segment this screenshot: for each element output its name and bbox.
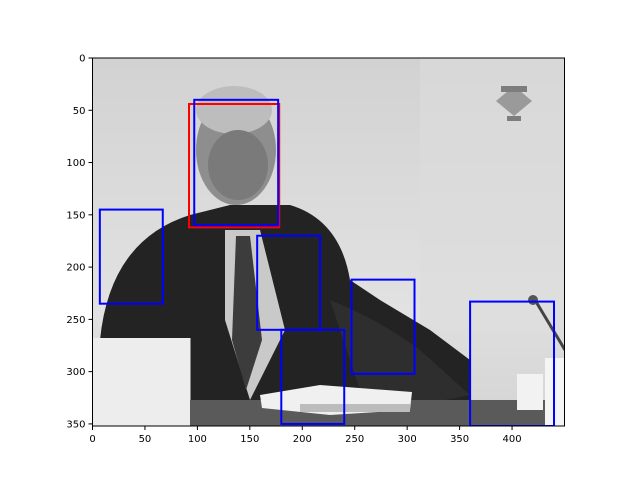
bounding-boxes: [98, 98, 556, 426]
photo-image: [92, 58, 565, 426]
y-tick-label-6: 300: [66, 367, 85, 378]
x-tick-label-7: 350: [450, 434, 469, 445]
bounding-box-1: [193, 98, 280, 227]
x-tick-label-6: 300: [398, 434, 417, 445]
y-tick-label-0: 0: [79, 54, 85, 65]
x-tick-label-2: 100: [188, 434, 207, 445]
x-tick-label-1: 50: [139, 434, 152, 445]
bounding-box-0: [187, 103, 281, 229]
x-tick-label-3: 150: [240, 434, 259, 445]
x-tick-label-4: 200: [293, 434, 312, 445]
y-tick-label-3: 150: [66, 210, 85, 221]
bounding-box-5: [350, 278, 416, 375]
x-tick-label-0: 0: [89, 434, 95, 445]
bounding-box-2: [98, 208, 164, 305]
x-tick-label-8: 400: [503, 434, 522, 445]
bounding-box-6: [469, 300, 556, 426]
axes-frame: [92, 57, 565, 427]
y-tick-label-1: 50: [73, 106, 86, 117]
broadcast-logo: [496, 86, 532, 121]
y-tick-label-4: 200: [66, 263, 85, 274]
x-axis: 0 50 100 150 200 250 300 350 400: [89, 426, 522, 445]
x-tick-label-5: 250: [345, 434, 364, 445]
y-axis: 0 50 100 150 200 250 300 350: [66, 54, 93, 430]
bounding-box-4: [280, 328, 346, 425]
y-tick-label-5: 250: [66, 315, 85, 326]
y-tick-label-2: 100: [66, 158, 85, 169]
y-tick-label-7: 350: [66, 419, 85, 430]
